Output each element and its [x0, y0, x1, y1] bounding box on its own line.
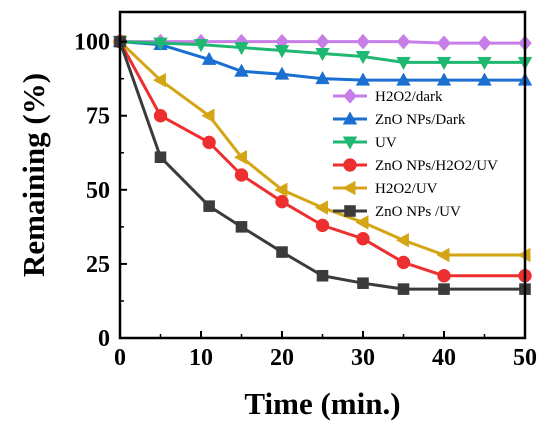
data-point	[436, 56, 452, 71]
x-tick-label: 40	[432, 345, 456, 371]
legend-item: UV	[333, 135, 397, 151]
data-point	[477, 72, 492, 86]
y-tick-label: 100	[74, 30, 110, 56]
data-point	[356, 33, 370, 50]
legend-item: ZnO NPs /UV	[333, 204, 461, 220]
y-axis-title: Remaining (%)	[16, 73, 51, 277]
data-point	[202, 135, 216, 150]
data-point	[356, 231, 370, 246]
data-point	[397, 283, 410, 295]
y-tick-label: 25	[86, 252, 110, 278]
data-point	[343, 158, 357, 172]
data-point	[314, 200, 328, 215]
series	[112, 34, 531, 263]
x-tick-label: 30	[351, 345, 375, 371]
data-point	[315, 218, 330, 233]
y-tick-label: 0	[98, 326, 110, 352]
legend: H2O2/dark ZnO NPs/Dark UV ZnO NPs/H2O2/UV H2…	[333, 88, 498, 220]
data-point	[201, 51, 217, 65]
data-point	[396, 72, 411, 86]
data-point	[436, 72, 452, 86]
data-point	[315, 71, 330, 85]
data-point	[315, 33, 330, 50]
data-point	[274, 66, 290, 80]
data-point	[343, 88, 357, 104]
data-point	[233, 149, 247, 165]
x-tick-label: 20	[270, 345, 294, 371]
data-point	[438, 283, 450, 295]
legend-label: ZnO NPs /UV	[375, 204, 461, 220]
data-point	[437, 35, 451, 51]
data-point	[234, 63, 249, 77]
data-point	[477, 35, 492, 51]
data-point	[152, 72, 166, 88]
data-point	[234, 42, 249, 56]
plot-series	[112, 33, 533, 295]
data-point	[436, 247, 450, 263]
x-axis-title: Time (min.)	[244, 386, 400, 421]
legend-label: H2O2/dark	[375, 89, 443, 105]
y-tick-label: 50	[86, 178, 110, 204]
data-point	[396, 56, 411, 71]
data-point	[153, 37, 168, 51]
series-line	[118, 40, 525, 257]
data-point	[153, 108, 168, 123]
data-point	[201, 108, 215, 123]
data-point	[276, 246, 288, 258]
legend-item: H2O2/UV	[333, 180, 438, 197]
series-line	[118, 40, 525, 278]
data-point	[315, 48, 330, 62]
x-tick-label: 0	[114, 345, 126, 371]
data-point	[477, 56, 492, 71]
y-axis: 0 25 50 75 100	[74, 30, 127, 352]
data-point	[342, 136, 358, 150]
data-point	[357, 277, 369, 289]
data-point	[355, 51, 371, 65]
data-point	[355, 72, 371, 86]
data-point	[344, 205, 356, 217]
data-point	[235, 221, 248, 233]
x-tick-label: 50	[513, 345, 537, 371]
data-point	[203, 200, 215, 212]
legend-label: UV	[375, 135, 397, 151]
data-point	[437, 269, 451, 283]
data-point	[342, 180, 356, 196]
data-point	[355, 215, 369, 230]
x-axis: 0 10 20 30 40 50	[114, 331, 537, 371]
data-point	[234, 168, 249, 182]
legend-item: ZnO NPs/H2O2/UV	[333, 158, 498, 174]
data-point	[274, 45, 290, 59]
data-point	[396, 33, 411, 50]
legend-label: H2O2/UV	[375, 181, 438, 197]
y-tick-label: 75	[86, 104, 110, 130]
data-point	[396, 255, 411, 270]
data-point	[316, 269, 329, 282]
legend-item: H2O2/dark	[333, 88, 443, 105]
series-line	[118, 41, 525, 291]
legend-label: ZnO NPs/H2O2/UV	[375, 158, 498, 174]
legend-item: ZnO NPs/Dark	[333, 111, 466, 128]
data-point	[275, 194, 289, 209]
data-point	[342, 111, 358, 125]
data-point	[395, 232, 409, 248]
data-point	[154, 151, 167, 163]
data-point	[274, 182, 288, 198]
x-tick-label: 10	[189, 345, 213, 371]
data-point	[193, 39, 209, 53]
legend-label: ZnO NPs/Dark	[375, 112, 466, 128]
